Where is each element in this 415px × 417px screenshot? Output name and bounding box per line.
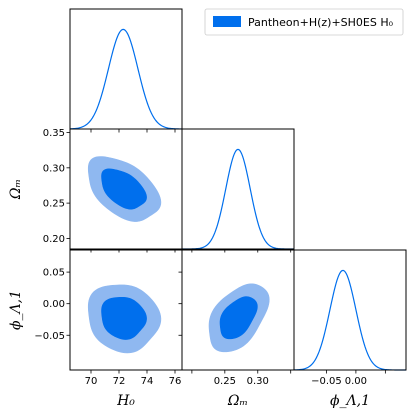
legend-label: Pantheon+H(z)+SH0ES H₀ [248,16,394,29]
y-tick-label-phi_Lambda_1: −0.05 [34,331,65,342]
ticks-layer [66,129,386,374]
panel-Omega_m-marginal [181,128,295,250]
panel-H0-Omega_m [69,128,183,250]
y-tick-label-Omega_m: 0.20 [43,234,65,245]
y-tick-label-Omega_m: 0.30 [43,163,65,174]
x-tick-label-H0: 76 [169,376,182,387]
panel-phi_Lambda_1-marginal [293,249,407,371]
contour-68-Omega_m-phi_Lambda_1 [219,296,258,340]
x-axis-label-phi_Lambda_1: ϕ_Λ,1 [330,393,370,409]
x-tick-label-H0: 70 [85,376,98,387]
x-tick-label-Omega_m: 0.25 [214,376,236,387]
x-tick-label-H0: 74 [141,376,154,387]
y-axis-label-Omega_m: Ωₘ [8,179,24,200]
x-tick-label-phi_Lambda_1: −0.05 [311,376,342,387]
marginal-curve-phi_Lambda_1 [293,269,406,371]
panels-layer [69,8,407,371]
legend: Pantheon+H(z)+SH0ES H₀ [204,8,404,36]
y-tick-label-phi_Lambda_1: 0.05 [43,268,65,279]
x-tick-label-H0: 72 [113,376,126,387]
labels-layer: 70 72 74 76 0.25 0.30 −0.05 0.000.200.250.300.3… [8,128,370,409]
marginal-curve-Omega_m [182,148,294,250]
x-tick-label-Omega_m: 0.30 [247,376,269,387]
y-tick-label-phi_Lambda_1: 0.00 [43,299,65,310]
y-axis-label-phi_Lambda_1: ϕ_Λ,1 [8,290,24,330]
legend-box [204,8,404,36]
panel-H0-marginal [69,8,183,130]
x-axis-label-H0: H₀ [116,393,135,409]
legend-swatch [213,16,241,27]
marginal-curve-H0 [69,28,183,130]
contour-68-H0-Omega_m [101,168,147,210]
x-axis-label-Omega_m: Ωₘ [227,393,248,409]
x-tick-label-phi_Lambda_1: 0.00 [345,376,367,387]
y-tick-label-Omega_m: 0.35 [43,128,65,139]
panel-Omega_m-phi_Lambda_1 [181,249,295,371]
y-tick-label-Omega_m: 0.25 [43,199,65,210]
contour-68-H0-phi_Lambda_1 [101,296,147,340]
